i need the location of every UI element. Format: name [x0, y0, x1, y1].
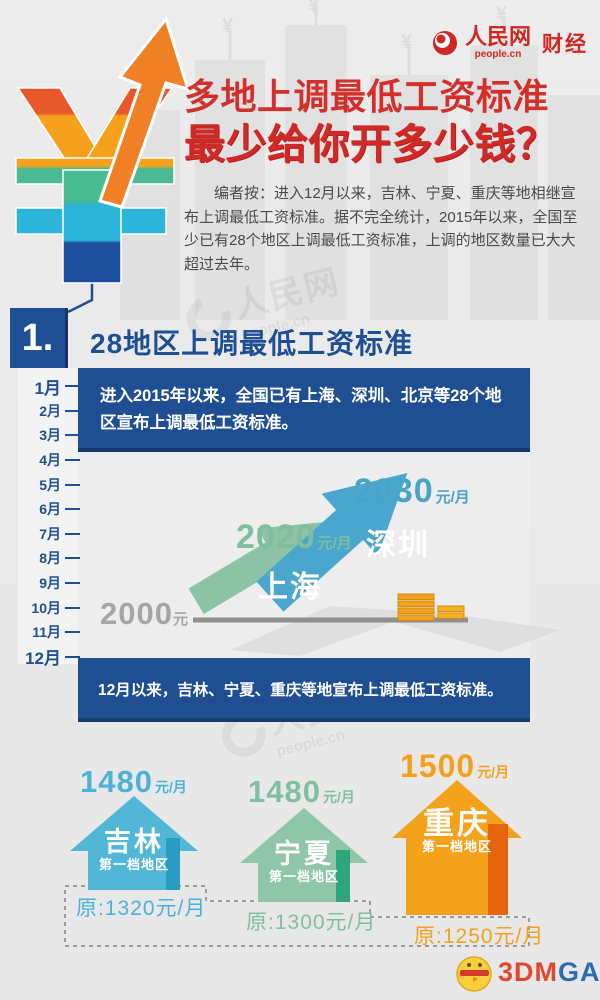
timeline-month: 12月	[4, 645, 80, 670]
baseline-value-label: 2000元	[100, 596, 188, 631]
svg-text:¥: ¥	[308, 0, 320, 17]
editor-note: 编者按：进入12月以来，吉林、宁夏、重庆等地相继宣布上调最低工资标准。据不完全统…	[184, 185, 578, 274]
note-box-bottom: 12月以来，吉林、宁夏、重庆等地宣布上调最低工资标准。	[78, 658, 530, 722]
house-arrow-icon	[70, 796, 198, 890]
tick-mark	[65, 582, 80, 585]
brand-channel: 财经	[542, 33, 588, 56]
up-arrow-icon	[98, 15, 191, 209]
brand-site-name: 人民网	[464, 24, 531, 49]
tick-mark	[65, 557, 80, 560]
section-number-badge: 1.	[10, 308, 68, 368]
region-name: 宁夏	[274, 839, 334, 869]
region-name: 重庆	[423, 806, 491, 841]
tick-mark	[65, 409, 80, 412]
ningxia-old-price: 原:1300元/月	[246, 911, 377, 934]
month-timeline: 1月 2月 3月 4月 5月 6月 7月 8月 9月 10月 11月 12月	[4, 374, 80, 669]
tick-mark	[65, 655, 80, 658]
section-title: 28地区上调最低工资标准	[90, 328, 414, 359]
chongqing-new-price: 1500 元/月	[400, 748, 510, 784]
timeline-month: 2月	[4, 399, 80, 424]
tick-mark	[65, 385, 80, 388]
shanghai-label: 上海	[258, 571, 322, 604]
timeline-month: 6月	[4, 497, 80, 522]
3dmgame-watermark: 3DMGAME	[452, 950, 600, 994]
timeline-month: 4月	[4, 448, 80, 473]
timeline-month: 10月	[4, 595, 80, 620]
tick-mark	[65, 483, 80, 486]
chick-mascot-icon	[456, 956, 492, 992]
jilin-house: 吉林 第一档地区	[70, 796, 198, 890]
chongqing-old-price: 原:1250元/月	[414, 925, 545, 948]
note-box-top: 进入2015年以来，全国已有上海、深圳、北京等28个地区宣布上调最低工资标准。	[78, 368, 530, 452]
yuan-symbol-rising-arrow-graphic	[15, 15, 191, 284]
ningxia-new-price: 1480 元/月	[248, 774, 355, 809]
chongqing-house: 重庆 第一档地区	[392, 780, 522, 915]
tick-mark	[65, 508, 80, 511]
tick-mark	[65, 606, 80, 609]
region-tier: 第一档地区	[98, 857, 169, 872]
svg-text:¥: ¥	[401, 31, 413, 53]
ningxia-house: 宁夏 第一档地区	[240, 808, 368, 902]
region-name: 吉林	[104, 827, 164, 857]
shenzhen-label: 深圳	[366, 529, 430, 562]
region-tier: 第一档地区	[421, 839, 492, 854]
timeline-month: 8月	[4, 546, 80, 571]
shenzhen-price: 2030 元/月	[354, 472, 470, 510]
timeline-month: 9月	[4, 571, 80, 596]
timeline-month: 5月	[4, 472, 80, 497]
region-tier: 第一档地区	[268, 869, 339, 884]
timeline-month: 3月	[4, 423, 80, 448]
timeline-band	[18, 368, 78, 664]
page-title-line2: 最少给你开多少钱？	[184, 121, 558, 167]
brand-logo: 人民网 people.cn 财经	[432, 26, 588, 60]
page-title-line1: 多地上调最低工资标准	[184, 76, 550, 117]
jilin-new-price: 1480 元/月	[80, 764, 187, 799]
brand-domain: people.cn	[474, 49, 522, 60]
peoplecn-swirl-icon	[432, 31, 457, 55]
svg-text:¥: ¥	[496, 3, 508, 25]
tick-mark	[65, 631, 80, 634]
tick-mark	[65, 532, 80, 535]
tick-mark	[65, 459, 80, 462]
jilin-old-price: 原:1320元/月	[76, 897, 207, 920]
timeline-month: 11月	[4, 620, 80, 645]
tick-mark	[65, 434, 80, 437]
timeline-month: 7月	[4, 522, 80, 547]
skyline-backdrop-graphic: ¥ ¥ ¥ ¥	[120, 0, 600, 320]
shanghai-price: 2020 元/月	[236, 518, 352, 556]
svg-text:¥: ¥	[222, 15, 234, 37]
timeline-month: 1月	[4, 374, 80, 399]
